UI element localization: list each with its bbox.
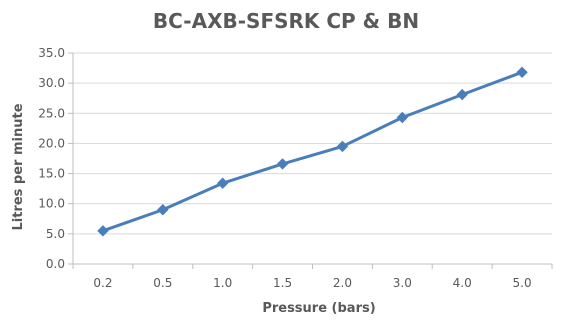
y-tick-label: 20.0 <box>38 136 65 150</box>
data-point-diamond <box>396 111 409 124</box>
data-point-diamond <box>216 177 229 189</box>
x-axis-title: Pressure (bars) <box>262 301 375 316</box>
series-flow-rate <box>97 66 528 237</box>
data-point-diamond <box>276 158 289 170</box>
y-tick-label: 15.0 <box>38 167 65 181</box>
x-tick-label: 3.0 <box>393 276 412 290</box>
x-tick-label: 0.5 <box>153 276 172 290</box>
data-point-diamond <box>516 66 528 78</box>
y-tick-label: 30.0 <box>38 76 65 90</box>
y-tick-label: 10.0 <box>38 197 65 211</box>
axes <box>68 52 553 269</box>
x-tick-label: 4.0 <box>453 276 472 290</box>
y-axis-title: Litres per minute <box>11 103 26 230</box>
x-tick-label: 1.0 <box>213 276 232 290</box>
x-tick-label: 1.5 <box>273 276 292 290</box>
chart-title: BC-AXB-SFSRK CP & BN <box>153 9 419 33</box>
grid-lines <box>73 52 552 235</box>
x-tick-label: 2.0 <box>333 276 352 290</box>
y-tick-label: 25.0 <box>38 106 65 120</box>
y-tick-label: 0.0 <box>46 257 65 271</box>
data-point-diamond <box>336 140 349 153</box>
y-tick-label: 35.0 <box>38 46 65 60</box>
data-point-diamond <box>157 204 169 216</box>
series-line <box>101 70 524 233</box>
x-tick-label: 5.0 <box>513 276 532 290</box>
x-tick-labels: 0.2 0.5 1.0 1.5 2.0 3.0 4.0 5.0 <box>93 276 531 290</box>
x-tick-label: 0.2 <box>93 276 112 290</box>
y-tick-labels: 0.0 5.0 10.0 15.0 20.0 25.0 30.0 35.0 <box>38 46 65 271</box>
data-point-diamond <box>456 88 468 101</box>
y-tick-label: 5.0 <box>46 227 65 241</box>
data-point-diamond <box>97 225 109 237</box>
